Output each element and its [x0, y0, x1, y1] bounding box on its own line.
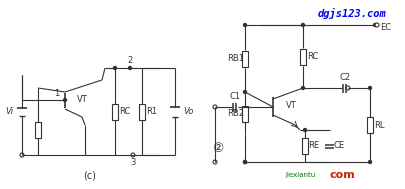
Circle shape [374, 23, 378, 27]
Bar [301, 138, 307, 154]
Circle shape [373, 23, 375, 26]
Circle shape [368, 160, 371, 163]
Circle shape [20, 153, 24, 157]
Text: 2: 2 [127, 56, 132, 65]
Bar [35, 122, 41, 138]
Circle shape [243, 91, 246, 94]
Text: RL: RL [373, 121, 384, 129]
Text: RC: RC [119, 107, 130, 116]
Text: RB1: RB1 [226, 54, 243, 63]
Text: RE: RE [307, 142, 318, 150]
Bar [139, 104, 145, 119]
Text: jiexiantu: jiexiantu [284, 172, 314, 178]
Text: VT: VT [285, 101, 296, 109]
Text: ②: ② [212, 142, 223, 154]
Bar [241, 105, 247, 122]
Circle shape [243, 23, 246, 26]
Text: C1: C1 [229, 92, 240, 101]
Circle shape [368, 87, 371, 90]
Circle shape [131, 153, 135, 157]
Text: EC: EC [379, 22, 390, 32]
Circle shape [303, 129, 306, 132]
Text: VT: VT [77, 95, 87, 105]
Bar [366, 117, 372, 133]
Text: com: com [329, 170, 355, 180]
Circle shape [128, 67, 131, 70]
Text: 1: 1 [54, 89, 60, 98]
Text: Vo: Vo [183, 107, 193, 116]
Circle shape [301, 23, 304, 26]
Circle shape [243, 160, 246, 163]
Text: C2: C2 [339, 73, 350, 82]
Text: RB2: RB2 [226, 109, 243, 118]
Text: CE: CE [333, 142, 344, 150]
Text: R1: R1 [146, 107, 157, 116]
Circle shape [345, 86, 349, 90]
Text: dgjs123.com: dgjs123.com [317, 8, 386, 19]
Bar [241, 50, 247, 67]
Circle shape [63, 98, 66, 101]
Bar [112, 104, 118, 119]
Circle shape [243, 160, 246, 163]
Text: (c): (c) [83, 170, 96, 180]
Circle shape [113, 67, 116, 70]
Text: RC: RC [306, 52, 318, 61]
Bar [299, 49, 305, 64]
Circle shape [301, 87, 304, 90]
Text: 3: 3 [130, 158, 135, 167]
Text: Vi: Vi [5, 108, 13, 116]
Circle shape [213, 105, 216, 109]
Circle shape [213, 160, 216, 164]
